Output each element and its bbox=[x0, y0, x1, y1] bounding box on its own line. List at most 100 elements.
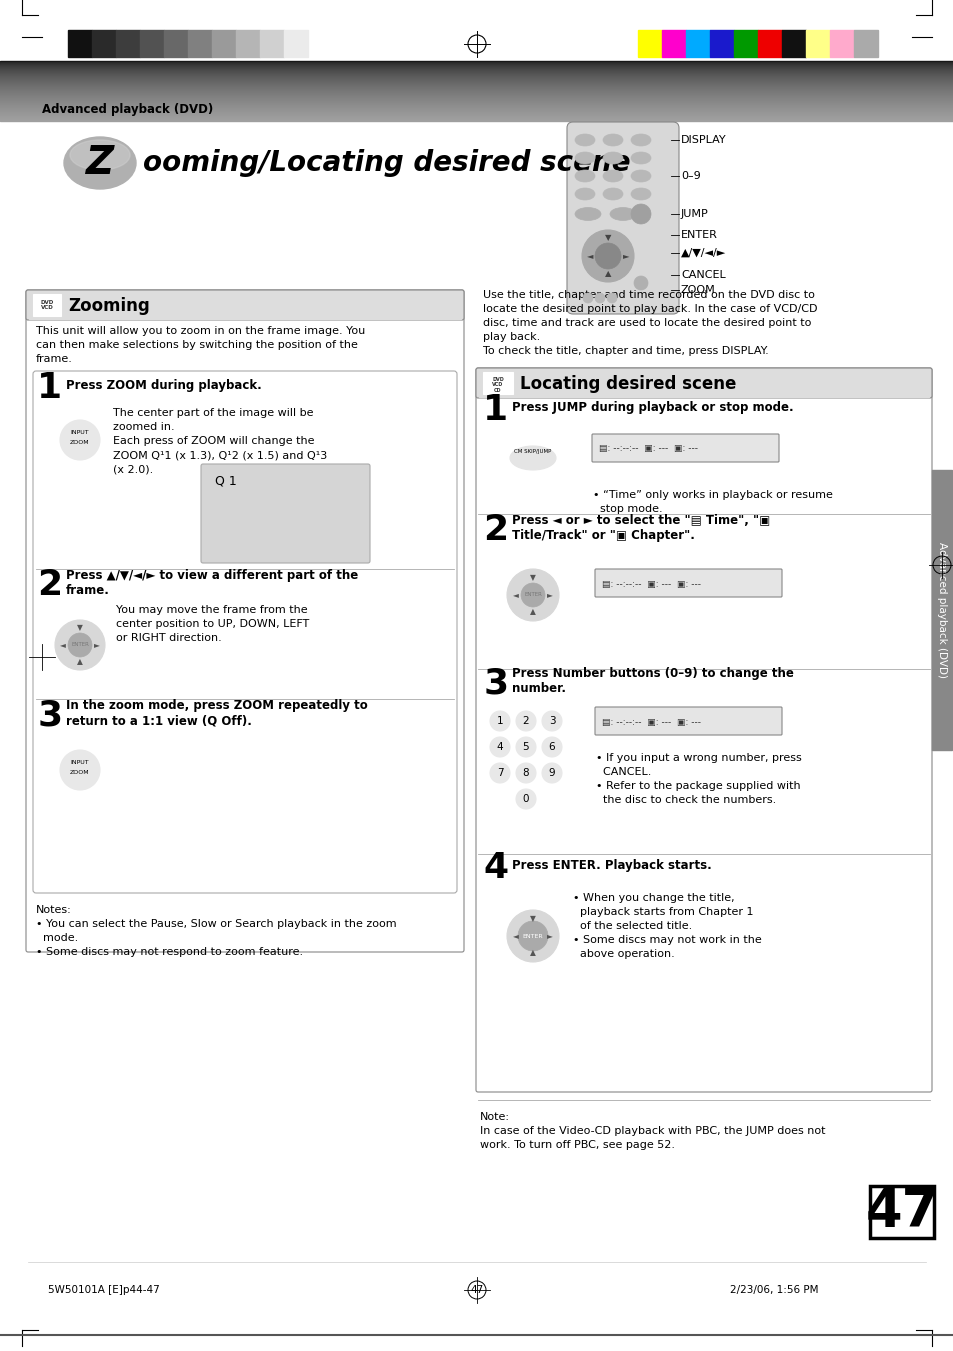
Text: ▤: --:--:--  ▣: ---  ▣: ---: ▤: --:--:-- ▣: --- ▣: --- bbox=[601, 717, 700, 727]
Bar bbox=[260, 30, 284, 57]
Text: You may move the frame from the
center position to UP, DOWN, LEFT
or RIGHT direc: You may move the frame from the center p… bbox=[116, 605, 309, 643]
Bar bbox=[188, 30, 212, 57]
Text: ZOOM: ZOOM bbox=[71, 440, 90, 446]
Text: 4: 4 bbox=[483, 851, 508, 885]
Text: 3: 3 bbox=[548, 716, 555, 725]
Text: 47: 47 bbox=[864, 1186, 938, 1238]
Bar bbox=[758, 30, 781, 57]
Ellipse shape bbox=[575, 134, 595, 146]
Bar bbox=[638, 30, 661, 57]
Bar bbox=[685, 30, 709, 57]
Circle shape bbox=[582, 293, 593, 303]
Circle shape bbox=[520, 584, 544, 607]
Bar bbox=[33, 295, 61, 316]
Text: In the zoom mode, press ZOOM repeatedly to
return to a 1:1 view (Q Off).: In the zoom mode, press ZOOM repeatedly … bbox=[66, 698, 367, 727]
Text: Press Number buttons (0–9) to change the
number.: Press Number buttons (0–9) to change the… bbox=[512, 667, 793, 694]
Text: Press JUMP during playback or stop mode.: Press JUMP during playback or stop mode. bbox=[512, 401, 793, 415]
Circle shape bbox=[490, 763, 510, 784]
Text: 5W50101A [E]p44-47: 5W50101A [E]p44-47 bbox=[48, 1285, 159, 1296]
Circle shape bbox=[541, 763, 561, 784]
FancyBboxPatch shape bbox=[201, 463, 370, 563]
Circle shape bbox=[490, 738, 510, 757]
Text: ENTER: ENTER bbox=[71, 643, 89, 647]
Text: The center part of the image will be
zoomed in.
Each press of ZOOM will change t: The center part of the image will be zoo… bbox=[112, 408, 327, 474]
Text: 1: 1 bbox=[37, 372, 63, 405]
Bar bbox=[284, 30, 308, 57]
Circle shape bbox=[60, 420, 100, 459]
Circle shape bbox=[595, 243, 620, 269]
Ellipse shape bbox=[602, 153, 622, 163]
Ellipse shape bbox=[602, 170, 622, 182]
Ellipse shape bbox=[575, 170, 595, 182]
Text: 2: 2 bbox=[483, 513, 508, 547]
Ellipse shape bbox=[602, 188, 622, 200]
Text: ENTER: ENTER bbox=[523, 593, 541, 597]
Text: DVD
VCD: DVD VCD bbox=[40, 300, 53, 311]
Ellipse shape bbox=[64, 136, 136, 189]
Text: Note:
In case of the Video-CD playback with PBC, the JUMP does not
work. To turn: Note: In case of the Video-CD playback w… bbox=[479, 1112, 824, 1150]
Text: Locating desired scene: Locating desired scene bbox=[519, 376, 736, 393]
Circle shape bbox=[606, 293, 617, 303]
Text: ◄: ◄ bbox=[513, 931, 518, 940]
Text: Advanced playback (DVD): Advanced playback (DVD) bbox=[42, 104, 213, 116]
Text: ►: ► bbox=[94, 640, 100, 650]
Text: • If you input a wrong number, press
  CANCEL.
• Refer to the package supplied w: • If you input a wrong number, press CAN… bbox=[596, 753, 801, 805]
Circle shape bbox=[516, 738, 536, 757]
Text: Use the title, chapter and time recorded on the DVD disc to
locate the desired p: Use the title, chapter and time recorded… bbox=[482, 290, 817, 357]
Text: ◄: ◄ bbox=[60, 640, 66, 650]
Ellipse shape bbox=[609, 208, 636, 220]
Text: 0–9: 0–9 bbox=[680, 172, 700, 181]
Text: This unit will allow you to zoom in on the frame image. You
can then make select: This unit will allow you to zoom in on t… bbox=[36, 326, 365, 363]
Bar bbox=[661, 30, 685, 57]
Text: 2: 2 bbox=[522, 716, 529, 725]
Ellipse shape bbox=[630, 134, 650, 146]
Text: CANCEL: CANCEL bbox=[680, 270, 725, 280]
Circle shape bbox=[634, 276, 647, 290]
Text: ▼: ▼ bbox=[530, 915, 536, 924]
Text: ▲: ▲ bbox=[604, 269, 611, 278]
Ellipse shape bbox=[506, 569, 558, 621]
Text: ▲: ▲ bbox=[530, 948, 536, 958]
Text: ▲/▼/◄/►: ▲/▼/◄/► bbox=[680, 249, 725, 258]
Text: ▤: --:--:--  ▣: ---  ▣: ---: ▤: --:--:-- ▣: --- ▣: --- bbox=[598, 444, 698, 454]
Bar bbox=[91, 30, 116, 57]
Bar bbox=[869, 1186, 933, 1238]
Circle shape bbox=[595, 293, 604, 303]
Bar bbox=[482, 372, 513, 394]
Circle shape bbox=[630, 204, 650, 224]
Bar bbox=[140, 30, 164, 57]
Text: 7: 7 bbox=[497, 767, 503, 778]
Text: ▲: ▲ bbox=[77, 658, 83, 666]
FancyBboxPatch shape bbox=[595, 707, 781, 735]
Text: ►: ► bbox=[546, 931, 553, 940]
Text: 4: 4 bbox=[497, 742, 503, 753]
Ellipse shape bbox=[575, 188, 595, 200]
Bar bbox=[68, 30, 91, 57]
Text: ZOOM: ZOOM bbox=[71, 770, 90, 775]
Text: Z: Z bbox=[86, 145, 114, 182]
Text: ▼: ▼ bbox=[604, 234, 611, 242]
Circle shape bbox=[516, 789, 536, 809]
FancyBboxPatch shape bbox=[33, 372, 456, 893]
FancyBboxPatch shape bbox=[595, 569, 781, 597]
Ellipse shape bbox=[575, 208, 600, 220]
FancyBboxPatch shape bbox=[26, 290, 463, 320]
Text: INPUT: INPUT bbox=[71, 431, 90, 435]
Ellipse shape bbox=[575, 153, 595, 163]
Ellipse shape bbox=[602, 134, 622, 146]
Text: 1: 1 bbox=[483, 393, 508, 427]
Text: Notes:
• You can select the Pause, Slow or Search playback in the zoom
  mode.
•: Notes: • You can select the Pause, Slow … bbox=[36, 905, 396, 957]
Circle shape bbox=[68, 634, 91, 657]
Text: 5: 5 bbox=[522, 742, 529, 753]
Text: 1: 1 bbox=[497, 716, 503, 725]
Text: • When you change the title,
  playback starts from Chapter 1
  of the selected : • When you change the title, playback st… bbox=[573, 893, 760, 959]
Text: ►: ► bbox=[622, 251, 629, 261]
FancyBboxPatch shape bbox=[592, 434, 779, 462]
Text: 3: 3 bbox=[483, 666, 508, 700]
Text: 2: 2 bbox=[37, 567, 63, 603]
Text: ▲: ▲ bbox=[530, 608, 536, 616]
Text: Press ZOOM during playback.: Press ZOOM during playback. bbox=[66, 380, 261, 393]
Text: ▤: --:--:--  ▣: ---  ▣: ---: ▤: --:--:-- ▣: --- ▣: --- bbox=[601, 580, 700, 589]
FancyBboxPatch shape bbox=[476, 367, 931, 1092]
Ellipse shape bbox=[70, 141, 130, 170]
